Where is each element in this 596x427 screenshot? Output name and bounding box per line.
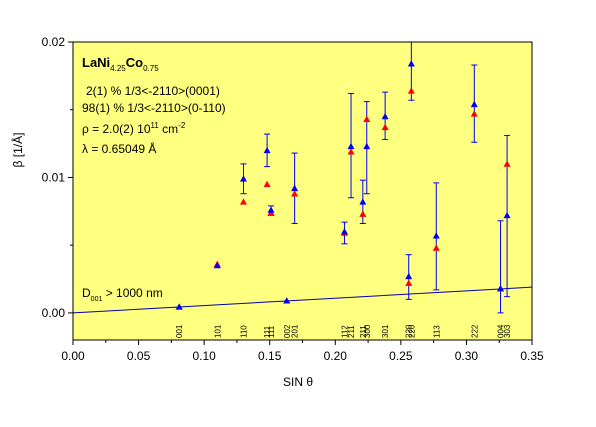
- hkl-label: 303: [503, 324, 512, 338]
- blue-triangle-point: [363, 142, 371, 150]
- fit-line: [72, 286, 533, 314]
- dislocation-fraction-1: 2(1) % 1/3<-2110>(0001): [86, 84, 220, 98]
- y-tick-layer: 0.00 0.01 0.02: [42, 35, 73, 320]
- blue-triangle-point: [213, 262, 221, 269]
- dislocation-fraction-2: 98(1) % 1/3<-2110>(0-110): [82, 101, 226, 115]
- blue-triangle-point: [359, 198, 367, 205]
- hkl-label: 001: [175, 324, 184, 338]
- hkl-label: 112: [340, 325, 349, 338]
- hkl-label: 002: [283, 324, 292, 338]
- x-tick-label: 0.00: [61, 349, 85, 363]
- plot-area: [73, 42, 532, 340]
- hkl-label: 110: [239, 325, 248, 338]
- fit-line-layer: [72, 286, 533, 314]
- x-tick-label: 0.15: [258, 349, 282, 363]
- hkl-label: 004: [497, 324, 506, 338]
- wavelength-label: λ = 0.65049 Å: [82, 141, 156, 156]
- blue-triangle-point: [503, 211, 511, 219]
- red-triangle-point: [291, 190, 299, 197]
- y-tick-label: 0.00: [42, 306, 66, 320]
- x-tick-label: 0.20: [324, 349, 348, 363]
- data-point-layer: [175, 60, 511, 310]
- blue-triangle-point: [347, 142, 355, 150]
- x-tick-label: 0.35: [520, 349, 544, 363]
- red-triangle-point: [363, 115, 371, 123]
- red-triangle-point: [347, 148, 355, 155]
- blue-triangle-point: [267, 206, 275, 213]
- hkl-label: 222: [470, 324, 479, 338]
- x-tick-layer: 0.00 0.05 0.10 0.15 0.20 0.25 0.30 0.35: [61, 340, 544, 363]
- red-triangle-point: [381, 123, 389, 131]
- hkl-label: 201: [291, 324, 300, 338]
- blue-triangle-point: [340, 228, 348, 235]
- red-triangle-point: [407, 87, 415, 94]
- red-triangle-point: [405, 279, 413, 286]
- blue-triangle-point: [381, 113, 389, 120]
- hkl-label: 113: [432, 325, 441, 338]
- x-tick-label: 0.05: [127, 349, 151, 363]
- hkl-label: 220: [405, 324, 414, 338]
- red-triangle-point: [359, 210, 367, 217]
- blue-triangle-point: [432, 232, 440, 239]
- x-tick-label: 0.25: [389, 349, 413, 363]
- blue-triangle-point: [405, 272, 413, 280]
- blue-triangle-point: [283, 297, 291, 304]
- x-tick-label: 0.30: [455, 349, 479, 363]
- red-triangle-point: [263, 180, 271, 188]
- hkl-label: 300: [363, 324, 372, 338]
- blue-triangle-point: [497, 285, 505, 292]
- hkl-label: 211: [359, 325, 368, 338]
- hkl-label: 220: [407, 324, 416, 338]
- y-axis-label: β [1/Å]: [10, 133, 25, 168]
- blue-triangle-point: [470, 100, 478, 108]
- domain-size-label: D001 > 1000 nm: [82, 286, 163, 303]
- hkl-label: 211: [347, 325, 356, 338]
- formula-label: LaNi4.25Co0.75: [82, 55, 159, 73]
- x-axis-label: SIN θ: [283, 375, 313, 389]
- x-tick-label: 0.10: [192, 349, 216, 363]
- blue-triangle-point: [407, 60, 415, 67]
- y-tick-label: 0.01: [42, 170, 66, 184]
- dislocation-density-label: ρ = 2.0(2) 1011 cm-2: [82, 121, 186, 136]
- blue-triangle-point: [291, 184, 299, 192]
- blue-triangle-point: [175, 303, 183, 310]
- hkl-label: 111: [263, 325, 272, 338]
- hkl-label: 101: [213, 324, 222, 338]
- y-tick-label: 0.02: [42, 35, 66, 49]
- hkl-label: 111: [267, 325, 276, 338]
- red-triangle-point: [503, 160, 511, 167]
- blue-triangle-point: [263, 146, 271, 154]
- blue-triangle-point: [239, 175, 247, 182]
- red-triangle-point: [239, 198, 247, 205]
- red-triangle-point: [470, 110, 478, 117]
- red-triangle-point: [432, 244, 440, 251]
- hkl-label: 301: [381, 324, 390, 338]
